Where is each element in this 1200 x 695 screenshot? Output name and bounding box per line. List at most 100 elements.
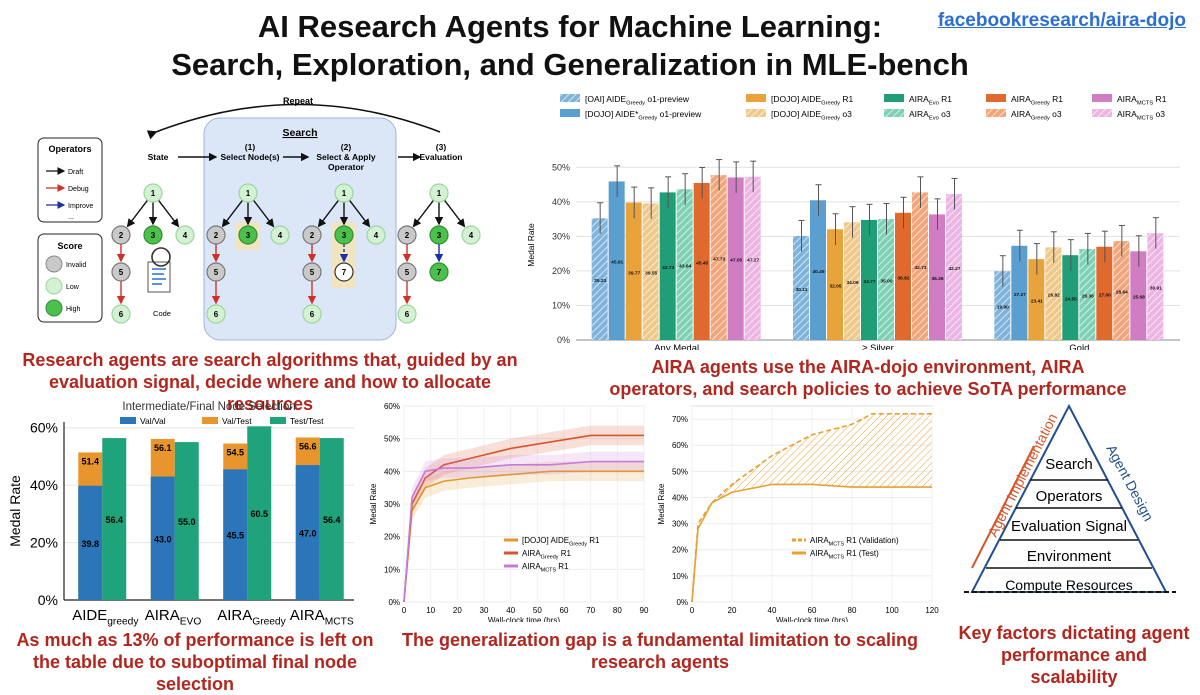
- wc-ytick: 60%: [672, 441, 688, 450]
- wc-xtick: 40: [506, 606, 515, 615]
- node-bar-valval: [78, 485, 103, 600]
- main-ytick: 0%: [557, 335, 570, 345]
- main-bar-label: 47.73: [713, 257, 725, 263]
- main-bar: [625, 202, 642, 340]
- wc-ytick: 70%: [672, 415, 688, 424]
- caption-search-agents: Research agents are search algorithms th…: [22, 350, 518, 414]
- tree1-node-1-label: 1: [151, 189, 156, 198]
- main-legend-label: AIRAEvo R1: [909, 94, 952, 107]
- tree1-node-5-label: 5: [119, 268, 124, 277]
- node-category-label: AIDEgreedy: [72, 607, 139, 628]
- tree1-node-5: [111, 262, 131, 282]
- node-category-label: AIRAGreedy: [217, 607, 286, 628]
- main-bar-label: 43.64: [679, 264, 691, 270]
- wc-ytick: 10%: [384, 565, 400, 574]
- svg-text:Invalid: Invalid: [66, 262, 86, 269]
- wc-xtick: 50: [533, 606, 542, 615]
- main-bar-label: 24.55: [1065, 297, 1077, 303]
- title-line-1: AI Research Agents for Machine Learning:: [257, 9, 883, 44]
- main-ytick: 40%: [552, 197, 570, 207]
- node-ylabel: Medal Rate: [7, 475, 23, 547]
- wc-series-line: [403, 470, 644, 603]
- main-bar: [929, 214, 945, 340]
- main-bar: [1028, 259, 1045, 340]
- wc-xtick: 10: [426, 606, 435, 615]
- tree4-node-1-label: 1: [437, 189, 442, 198]
- pyramid-environment: Environment: [1027, 548, 1112, 565]
- tree3-node-4: [366, 225, 386, 245]
- main-bar-label: 47.05: [730, 258, 742, 264]
- wc-ytick: 60%: [384, 402, 400, 411]
- wc-ytick: 40%: [672, 493, 688, 502]
- node-legend-swatch: [120, 417, 136, 424]
- tree2-node-2: [206, 225, 226, 245]
- node-chart-title: Intermediate/Final Node Selection: [122, 401, 295, 413]
- node-category-label: AIRAEVO: [145, 607, 202, 628]
- node-legend-label: Val/Val: [140, 416, 166, 426]
- tree4-node-3: [429, 225, 449, 245]
- main-bar-label: 19.90: [997, 305, 1009, 311]
- tree4-node-5: [397, 262, 417, 282]
- wc-ytick: 30%: [672, 520, 688, 529]
- main-bar-label: 35.23: [594, 278, 606, 284]
- main-legend-label: [DOJO] AIDE*Greedy o1-preview: [585, 109, 702, 122]
- main-bar-label: 42.73: [914, 265, 926, 271]
- main-bar-label: 36.82: [897, 275, 909, 281]
- main-legend-label: AIRAMCTS o3: [1117, 109, 1165, 122]
- tree4-node-3-label: 3: [437, 231, 442, 240]
- tree2-node-1-label: 1: [246, 189, 251, 198]
- node-label-testtest: 60.5: [250, 509, 268, 519]
- tree2-node-1: [238, 183, 258, 203]
- tree3-node-6-label: 6: [310, 310, 315, 319]
- caption-aira-agents: AIRA agents use the AIRA-dojo environmen…: [609, 357, 1127, 399]
- main-bar-label: 30.11: [796, 287, 808, 293]
- svg-text:Draft: Draft: [68, 169, 83, 176]
- tree4-node-4: [461, 225, 481, 245]
- caption-node-selection: As much as 13% of performance is left on…: [16, 630, 374, 694]
- main-category-label: Any Medal: [654, 343, 699, 350]
- wc-xlabel: Wall-clock time (hrs): [776, 616, 848, 622]
- tree4-node-2: [397, 225, 417, 245]
- main-bar-label: 45.45: [696, 260, 708, 266]
- wc-series-line: [691, 413, 932, 603]
- wallclock-chart-1: 0% 10% 20% 30% 40% 50% 60% 0 10 20 30 40 50 60 70 80 90 W…: [369, 402, 649, 622]
- tree1-node-1: [143, 183, 163, 203]
- main-category-label: Gold: [1069, 343, 1089, 350]
- main-bar-label: 30.91: [1150, 286, 1162, 292]
- generalization-gap-area: [692, 413, 932, 602]
- wc-series-line: [691, 483, 932, 603]
- main-bar-label: 32.05: [829, 284, 841, 290]
- main-category-label: ≥ Silver: [862, 343, 894, 350]
- main-bar: [727, 177, 744, 340]
- tree3-node-3: [334, 225, 354, 245]
- wc-ylabel: Medal Rate: [369, 483, 378, 524]
- main-ylabel: Medal Rate: [526, 223, 536, 267]
- tree4-node-5-label: 5: [405, 268, 410, 277]
- tree2-node-3: [238, 225, 258, 245]
- high-swatch: [45, 299, 63, 317]
- main-bar-label: 34.09: [846, 280, 858, 286]
- tree1-node-3: [143, 225, 163, 245]
- tree1-node-3-label: 3: [151, 231, 156, 240]
- wc-legend-label: AIRAMCTS R1 (Validation): [810, 536, 899, 547]
- svg-text:Operator: Operator: [328, 162, 365, 172]
- repeat-label: Repeat: [283, 96, 313, 106]
- main-bar-label: 26.82: [1048, 293, 1060, 299]
- wallclock-chart-2: 0% 10% 20% 30% 40% 50% 60% 70% 0 20 40 60 80 100 120 Wa…: [657, 405, 939, 622]
- pyramid-operators: Operators: [1036, 488, 1103, 505]
- node-bar-valval: [295, 465, 320, 600]
- main-legend-label: [DOJO] AIDEGreedy o3: [771, 109, 852, 122]
- repo-link[interactable]: facebookresearch/aira-dojo: [937, 10, 1186, 31]
- wc-xtick: 70: [586, 606, 595, 615]
- svg-text:Low: Low: [66, 284, 80, 291]
- main-legend-label: AIRAGreedy o3: [1011, 109, 1062, 122]
- svg-text:Score: Score: [57, 241, 82, 251]
- main-legend-swatch: [986, 94, 1006, 102]
- wc-ylabel: Medal Rate: [657, 483, 666, 524]
- wc-ytick: 0%: [388, 598, 400, 607]
- main-bar-label: 47.27: [747, 257, 759, 263]
- tree1-node-6-label: 6: [119, 310, 124, 319]
- tree3-node-7: [334, 262, 354, 282]
- node-ytick: 60%: [30, 420, 58, 436]
- tree2-node-5: [206, 262, 226, 282]
